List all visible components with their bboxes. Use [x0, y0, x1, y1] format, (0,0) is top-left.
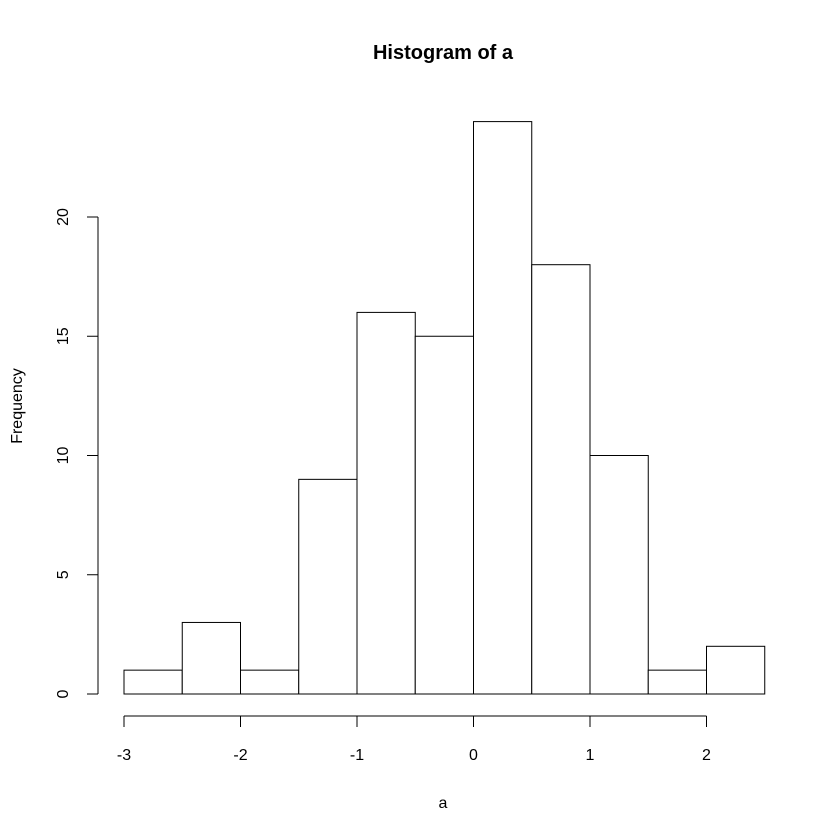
x-tick-label: -1	[350, 747, 364, 764]
x-axis: -3 -2 -1 0 1 2	[117, 715, 711, 764]
histogram-bar	[298, 478, 358, 695]
histogram-bar	[531, 264, 591, 695]
x-tick-label: 2	[702, 747, 711, 764]
y-tick-label: 0	[55, 689, 72, 698]
histogram-bar	[240, 669, 300, 695]
y-axis: 0 5 10 15 20	[55, 208, 99, 698]
x-tick-label: 1	[586, 747, 595, 764]
y-axis-label: Frequency	[9, 368, 26, 444]
histogram-bar	[589, 455, 649, 695]
histogram-bar	[706, 645, 766, 695]
x-tick-label: 0	[469, 747, 478, 764]
histogram-bar	[473, 121, 533, 695]
histogram-bar	[181, 621, 241, 695]
bars-group	[123, 121, 766, 695]
y-tick-label: 20	[55, 208, 72, 226]
histogram-bar	[356, 311, 416, 695]
x-tick-label: -2	[233, 747, 247, 764]
histogram-bar	[414, 335, 474, 695]
y-tick-label: 5	[55, 570, 72, 579]
y-tick-label: 15	[55, 327, 72, 345]
y-tick-label: 10	[55, 447, 72, 465]
histogram-bar	[123, 669, 183, 695]
x-axis-label: a	[439, 795, 448, 812]
x-tick-label: -3	[117, 747, 131, 764]
chart-title: Histogram of a	[373, 42, 514, 64]
histogram-bar	[647, 669, 707, 695]
